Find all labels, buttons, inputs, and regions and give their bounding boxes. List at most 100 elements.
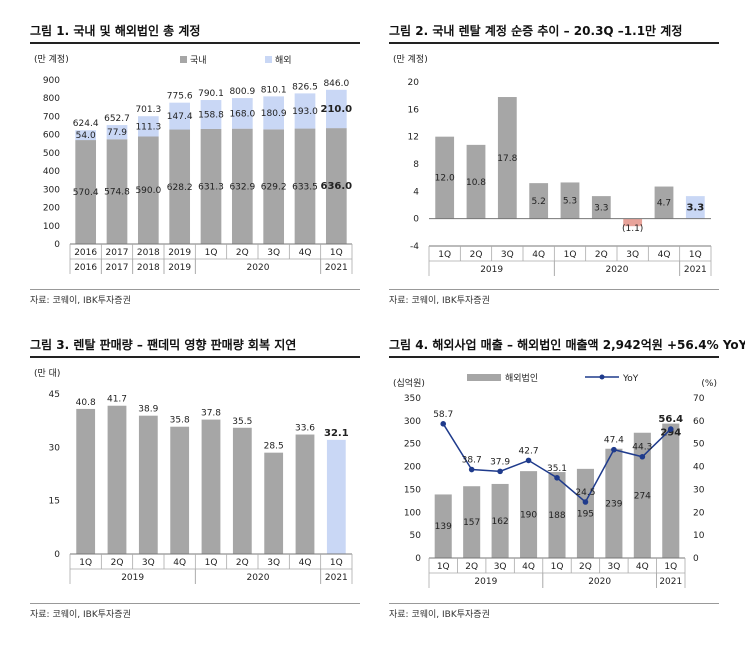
chart-3-svg: (만 대) 0 15 30 45 40.8 41.7 38.9 35.8 37.8 35.5 28.5… bbox=[34, 368, 353, 584]
bar-value-label: 5.3 bbox=[563, 197, 577, 207]
x-group-label: 2019 bbox=[474, 577, 497, 587]
bar-domestic bbox=[231, 128, 253, 244]
x-tick-label: 3Q bbox=[626, 250, 639, 260]
x-tick-label: 2Q bbox=[236, 248, 249, 258]
bar bbox=[491, 483, 509, 558]
y-tick-label: 30 bbox=[49, 443, 61, 453]
yoy-value-label: 42.7 bbox=[519, 446, 539, 456]
bar-value-label: 40.8 bbox=[76, 398, 96, 408]
yoy-value-label: 44.3 bbox=[632, 443, 652, 453]
bar-value-label: 3.3 bbox=[686, 202, 704, 213]
bar bbox=[548, 472, 566, 558]
bar bbox=[497, 97, 517, 219]
x-tick-label: 4Q bbox=[299, 248, 312, 258]
bar-total-value-label: 775.6 bbox=[167, 92, 193, 102]
chart-1-source: 자료: 코웨이, IBK투자증권 bbox=[30, 296, 131, 306]
bar-value-label: 274 bbox=[634, 491, 651, 501]
bar-value-label: 4.7 bbox=[657, 199, 671, 209]
bar-total-value-label: 652.7 bbox=[104, 114, 130, 124]
bar-value-label: 35.5 bbox=[232, 417, 252, 427]
bar bbox=[654, 186, 674, 219]
y-tick-label: 15 bbox=[49, 497, 60, 507]
bar-domestic-value-label: 629.2 bbox=[261, 183, 287, 193]
bar-domestic-value-label: 590.0 bbox=[135, 186, 161, 196]
yoy-value-label: 56.4 bbox=[658, 414, 683, 425]
bar-value-label: 5.2 bbox=[532, 197, 546, 207]
bar bbox=[529, 183, 549, 219]
y-tick-label: 100 bbox=[43, 222, 60, 232]
chart-3-unit: (만 대) bbox=[34, 368, 60, 379]
bar-total-value-label: 800.9 bbox=[229, 87, 255, 97]
yoy-value-label: 47.4 bbox=[604, 436, 624, 446]
chart-1-title-rule bbox=[30, 42, 360, 44]
bar-total-value-label: 701.3 bbox=[135, 105, 161, 115]
bar bbox=[623, 218, 643, 227]
bar-value-label: 195 bbox=[577, 509, 594, 519]
y-tick-label-left: 150 bbox=[404, 485, 421, 495]
legend-swatch-bar bbox=[467, 374, 501, 381]
yoy-value-label: 58.7 bbox=[433, 410, 453, 420]
chart-panel-2: 그림 2. 국내 렌탈 계정 순증 추이 – 20.3Q –1.1만 계정 (만… bbox=[389, 22, 719, 312]
y-tick-label: 4 bbox=[413, 187, 419, 197]
x-tick-label: 1Q bbox=[564, 250, 577, 260]
bar-value-label: 188 bbox=[548, 511, 565, 521]
bar bbox=[466, 144, 486, 219]
x-tick-label: 2019 bbox=[168, 248, 191, 258]
bar-value-label: 190 bbox=[520, 511, 537, 521]
legend-label: 국내 bbox=[190, 55, 207, 66]
y-tick-label: 600 bbox=[43, 131, 60, 141]
y-tick-label-right: 60 bbox=[693, 417, 705, 427]
bar bbox=[591, 196, 611, 219]
x-group-label: 2018 bbox=[137, 263, 160, 273]
chart-panel-4: 그림 4. 해외사업 매출 – 해외법인 매출액 2,942억원 +56.4% … bbox=[389, 336, 745, 626]
bar-overseas bbox=[137, 116, 159, 137]
bar bbox=[326, 439, 346, 554]
bar-overseas-value-label: 111.3 bbox=[135, 122, 161, 132]
x-tick-label: 1Q bbox=[438, 250, 451, 260]
x-tick-label: 2018 bbox=[137, 248, 160, 258]
yoy-marker bbox=[611, 446, 617, 453]
x-tick-label: 1Q bbox=[205, 558, 218, 568]
bar-domestic-value-label: 636.0 bbox=[321, 181, 353, 192]
bar-value-label: 35.8 bbox=[170, 416, 190, 426]
chart-3-title-rule bbox=[30, 356, 360, 358]
bar-domestic bbox=[200, 128, 222, 244]
x-tick-label: 4Q bbox=[532, 250, 545, 260]
y-tick-label: 12 bbox=[408, 133, 419, 143]
bar-value-label: 139 bbox=[435, 522, 452, 532]
bar bbox=[232, 427, 252, 554]
y-tick-label-right: 0 bbox=[693, 554, 699, 564]
chart-4-svg: (십억원) (%) 해외법인 YoY 0 50 100 150 200 250 300 350 0 10 2… bbox=[393, 372, 717, 588]
chart-panel-1: 그림 1. 국내 및 해외법인 총 계정 (만 계정) 국내 해외 0 100 200 30… bbox=[30, 22, 360, 312]
y-tick-label-left: 50 bbox=[410, 531, 422, 541]
y-tick-label-right: 20 bbox=[693, 508, 705, 518]
y-tick-label: 16 bbox=[408, 105, 420, 115]
y-tick-label-right: 50 bbox=[693, 440, 705, 450]
x-tick-label: 2Q bbox=[579, 562, 592, 572]
y-tick-label: 0 bbox=[54, 240, 60, 250]
x-tick-label: 1Q bbox=[551, 562, 564, 572]
bar-value-label: 3.3 bbox=[594, 203, 608, 213]
y-tick-label: 45 bbox=[49, 390, 60, 400]
bar-overseas-value-label: 210.0 bbox=[321, 104, 353, 115]
x-tick-label: 1Q bbox=[437, 562, 450, 572]
bar-value-label: (1.1) bbox=[622, 224, 643, 234]
yoy-marker bbox=[468, 466, 475, 473]
y-tick-label: 8 bbox=[413, 160, 419, 170]
bar-domestic-value-label: 628.2 bbox=[167, 183, 193, 193]
chart-panel-3: 그림 3. 렌탈 판매량 – 팬데믹 영향 판매량 회복 지연 (만 대) 0 15… bbox=[30, 336, 360, 626]
bar-value-label: 41.7 bbox=[107, 395, 127, 405]
bar-overseas bbox=[231, 98, 253, 129]
bar-value-label: 37.8 bbox=[201, 409, 221, 419]
yoy-marker bbox=[525, 457, 532, 464]
x-tick-label: 3Q bbox=[501, 250, 514, 260]
bar-domestic bbox=[106, 139, 128, 244]
x-group-label: 2016 bbox=[74, 263, 97, 273]
bar-overseas-value-label: 158.8 bbox=[198, 110, 224, 120]
x-group-label: 2019 bbox=[480, 265, 503, 275]
chart-4-title-rule bbox=[389, 356, 719, 358]
legend-swatch-marker bbox=[599, 374, 605, 380]
bar-total-value-label: 624.4 bbox=[73, 119, 99, 129]
bar bbox=[576, 468, 594, 558]
y-tick-label: 200 bbox=[43, 204, 60, 214]
